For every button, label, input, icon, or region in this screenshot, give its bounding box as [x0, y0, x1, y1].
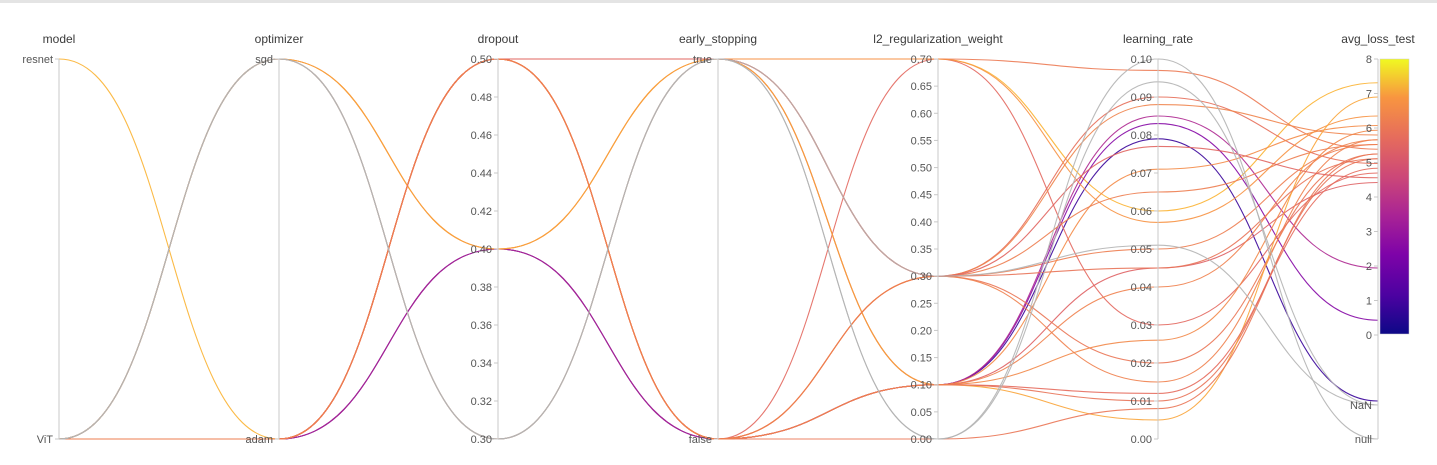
tick-label: ViT	[37, 434, 54, 446]
colorbar	[1379, 58, 1410, 335]
tick-label: resnet	[22, 54, 53, 66]
tick-label: 0.10	[1131, 54, 1152, 66]
tick-label: 5	[1366, 158, 1372, 170]
tick-label: 0.15	[911, 353, 932, 365]
tick-label: 0.05	[1131, 244, 1152, 256]
tick-label: 0.32	[471, 396, 492, 408]
tick-label: true	[693, 54, 712, 66]
axis-avg-loss-test: avg_loss_test 0 1 2 3 4 5 6 7 8 NaN null	[1341, 32, 1415, 446]
tick-label: 0.01	[1131, 396, 1152, 408]
tick-label: 0	[1366, 330, 1372, 342]
tick-label: 0.44	[471, 168, 492, 180]
axis-title[interactable]: optimizer	[255, 32, 304, 46]
tick-label: 0.34	[471, 358, 492, 370]
tick-label: 0.36	[471, 320, 492, 332]
tick-label: 0.50	[471, 54, 492, 66]
axis-title[interactable]: model	[43, 32, 76, 46]
axis-title[interactable]: l2_regularization_weight	[873, 32, 1003, 46]
tick-label: 0.40	[911, 217, 932, 229]
tick-label: 0.30	[911, 271, 932, 283]
tick-label: 3	[1366, 227, 1372, 239]
tick-label: NaN	[1350, 400, 1372, 412]
tick-label: 0.00	[1131, 434, 1152, 446]
tick-label: 0.65	[911, 81, 932, 93]
tick-label: 0.46	[471, 130, 492, 142]
tick-label: 8	[1366, 54, 1372, 66]
axes: model resnet ViT optimizer sgd adam dropout 0.3…	[22, 32, 1415, 446]
axis-learning-rate: learning_rate 0.00 0.01 0.02 0.03 0.04 0.05 0.0…	[1123, 32, 1193, 446]
tick-label: 6	[1366, 123, 1372, 135]
axis-dropout: dropout 0.30 0.32 0.34 0.36 0.38 0.40 0.42 0.44 0…	[471, 32, 519, 446]
tick-label: 0.48	[471, 92, 492, 104]
tick-label: 0.30	[471, 434, 492, 446]
tick-label: 0.35	[911, 244, 932, 256]
tick-label: 0.25	[911, 298, 932, 310]
colorbar-gradient	[1379, 58, 1410, 335]
tick-label: false	[689, 434, 712, 446]
tick-label: 0.45	[911, 190, 932, 202]
tick-label: adam	[245, 434, 273, 446]
tick-label: null	[1355, 434, 1372, 446]
axis-title[interactable]: dropout	[478, 32, 519, 46]
tick-label: 0.60	[911, 108, 932, 120]
tick-label: 0.70	[911, 54, 932, 66]
tick-label: 1	[1366, 296, 1372, 308]
tick-label: 0.04	[1131, 282, 1152, 294]
tick-label: 0.55	[911, 135, 932, 147]
tick-label: 0.42	[471, 206, 492, 218]
tick-label: 0.03	[1131, 320, 1152, 332]
tick-label: 0.38	[471, 282, 492, 294]
tick-label: 7	[1366, 89, 1372, 101]
axis-title[interactable]: avg_loss_test	[1341, 32, 1415, 46]
run-line[interactable]	[58, 58, 1379, 440]
axis-title[interactable]: learning_rate	[1123, 32, 1193, 46]
tick-label: 0.50	[911, 163, 932, 175]
tick-label: 2	[1366, 261, 1372, 273]
tick-label: 0.20	[911, 325, 932, 337]
tick-label: 0.08	[1131, 130, 1152, 142]
axis-l2-regularization-weight: l2_regularization_weight 0.00 0.05 0.10 0.15…	[873, 32, 1003, 446]
tick-label: 0.06	[1131, 206, 1152, 218]
axis-optimizer: optimizer sgd adam	[245, 32, 303, 446]
tick-label: 0.40	[471, 244, 492, 256]
tick-label: 0.02	[1131, 358, 1152, 370]
tick-label: 0.10	[911, 380, 932, 392]
tick-label: sgd	[255, 54, 273, 66]
axis-model: model resnet ViT	[22, 32, 75, 446]
tick-label: 0.09	[1131, 92, 1152, 104]
tick-label: 0.05	[911, 407, 932, 419]
tick-label: 4	[1366, 192, 1372, 204]
axis-title[interactable]: early_stopping	[679, 32, 757, 46]
tick-label: 0.07	[1131, 168, 1152, 180]
tick-label: 0.00	[911, 434, 932, 446]
top-border	[0, 0, 1437, 3]
